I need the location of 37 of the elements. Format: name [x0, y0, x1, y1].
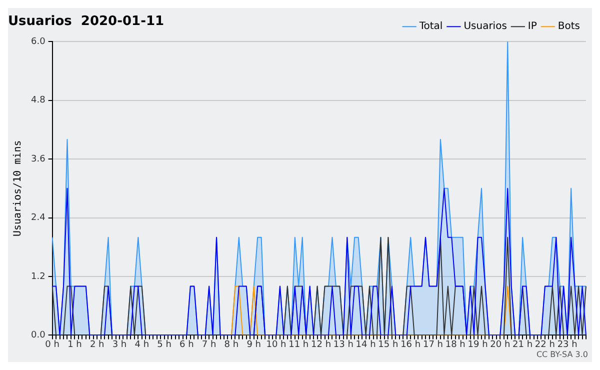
x-tick-label: 7 h	[202, 340, 216, 350]
x-tick-label: 0 h	[45, 340, 60, 350]
legend-label: Bots	[558, 21, 580, 32]
x-tick-label: 9 h	[246, 340, 261, 350]
x-tick-label: 3 h	[112, 340, 127, 350]
x-tick-label: 22 h	[534, 340, 555, 350]
legend-label: Total	[418, 21, 443, 32]
x-tick-label: 6 h	[180, 340, 194, 350]
text: CC BY-SA 3.0	[536, 350, 588, 360]
x-tick-label: 5 h	[157, 340, 172, 350]
x-tick-label: 13 h	[333, 340, 354, 350]
x-tick-label: 12 h	[311, 340, 332, 350]
x-tick-label: 4 h	[134, 340, 150, 350]
x-tick-label: 1 h	[68, 340, 82, 350]
x-tick-label: 17 h	[422, 340, 443, 350]
x-tick-label: 19 h	[468, 340, 488, 350]
x-tick-label: 23 h	[557, 340, 578, 350]
y-tick-label: 6.0	[30, 36, 46, 47]
chart-title: Usuarios 2020-01-11	[8, 14, 164, 30]
x-tick-label: 10 h	[266, 340, 286, 350]
x-tick-label: 11 h	[288, 340, 309, 350]
x-tick-label: 8 h	[224, 340, 239, 350]
x-tick-label: 20 h	[490, 340, 510, 350]
x-tick-label: 15 h	[378, 340, 398, 350]
y-tick-label: 2.4	[30, 213, 46, 224]
x-tick-label: 21 h	[512, 340, 533, 350]
y-tick-label: 0.0	[30, 330, 46, 341]
y-tick-label: 3.6	[30, 154, 46, 164]
y-axis-title: Usuarios/10 mins	[12, 140, 24, 237]
x-tick-label: 14 h	[356, 340, 376, 350]
y-tick-label: 4.8	[30, 96, 46, 106]
legend-label: IP	[528, 21, 537, 32]
legend-label: Usuarios	[464, 21, 507, 32]
x-tick-label: 18 h	[445, 340, 466, 350]
x-tick-label: 16 h	[400, 340, 421, 350]
x-tick-label: 2 h	[90, 340, 104, 350]
y-tick-label: 1.2	[30, 272, 46, 282]
